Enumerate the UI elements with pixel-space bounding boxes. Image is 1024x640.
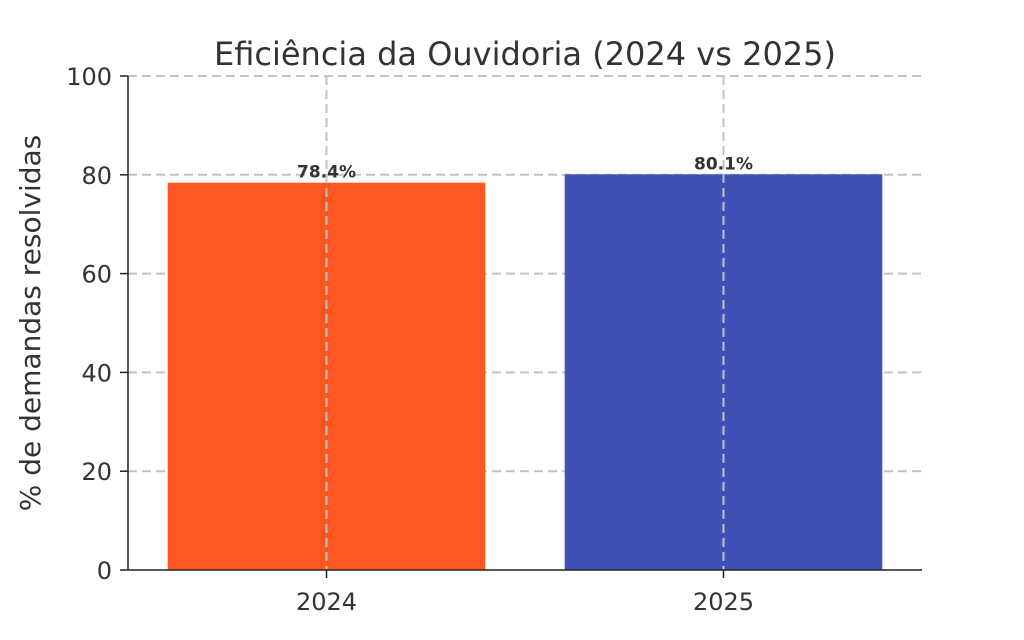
data-labels: 78.4% 80.1%: [297, 154, 753, 182]
y-tick-label: 100: [66, 63, 112, 91]
y-axis-label: % de demandas resolvidas: [14, 135, 47, 512]
chart-title: Eficiência da Ouvidoria (2024 vs 2025): [214, 35, 836, 73]
vertical-gridlines: [325, 76, 725, 570]
data-label: 80.1%: [694, 154, 753, 174]
y-tick-label: 0: [97, 557, 112, 585]
x-tick-label: 2025: [693, 588, 754, 616]
axes: [120, 75, 922, 578]
y-tick-label: 20: [81, 458, 112, 486]
x-tick-label: 2024: [296, 588, 357, 616]
y-tick-label: 60: [81, 261, 112, 289]
tick-labels: 0 20 40 60 80 100 2024 2025: [66, 63, 754, 616]
y-tick-label: 40: [81, 359, 112, 387]
data-label: 78.4%: [297, 163, 356, 183]
y-tick-label: 80: [81, 162, 112, 190]
